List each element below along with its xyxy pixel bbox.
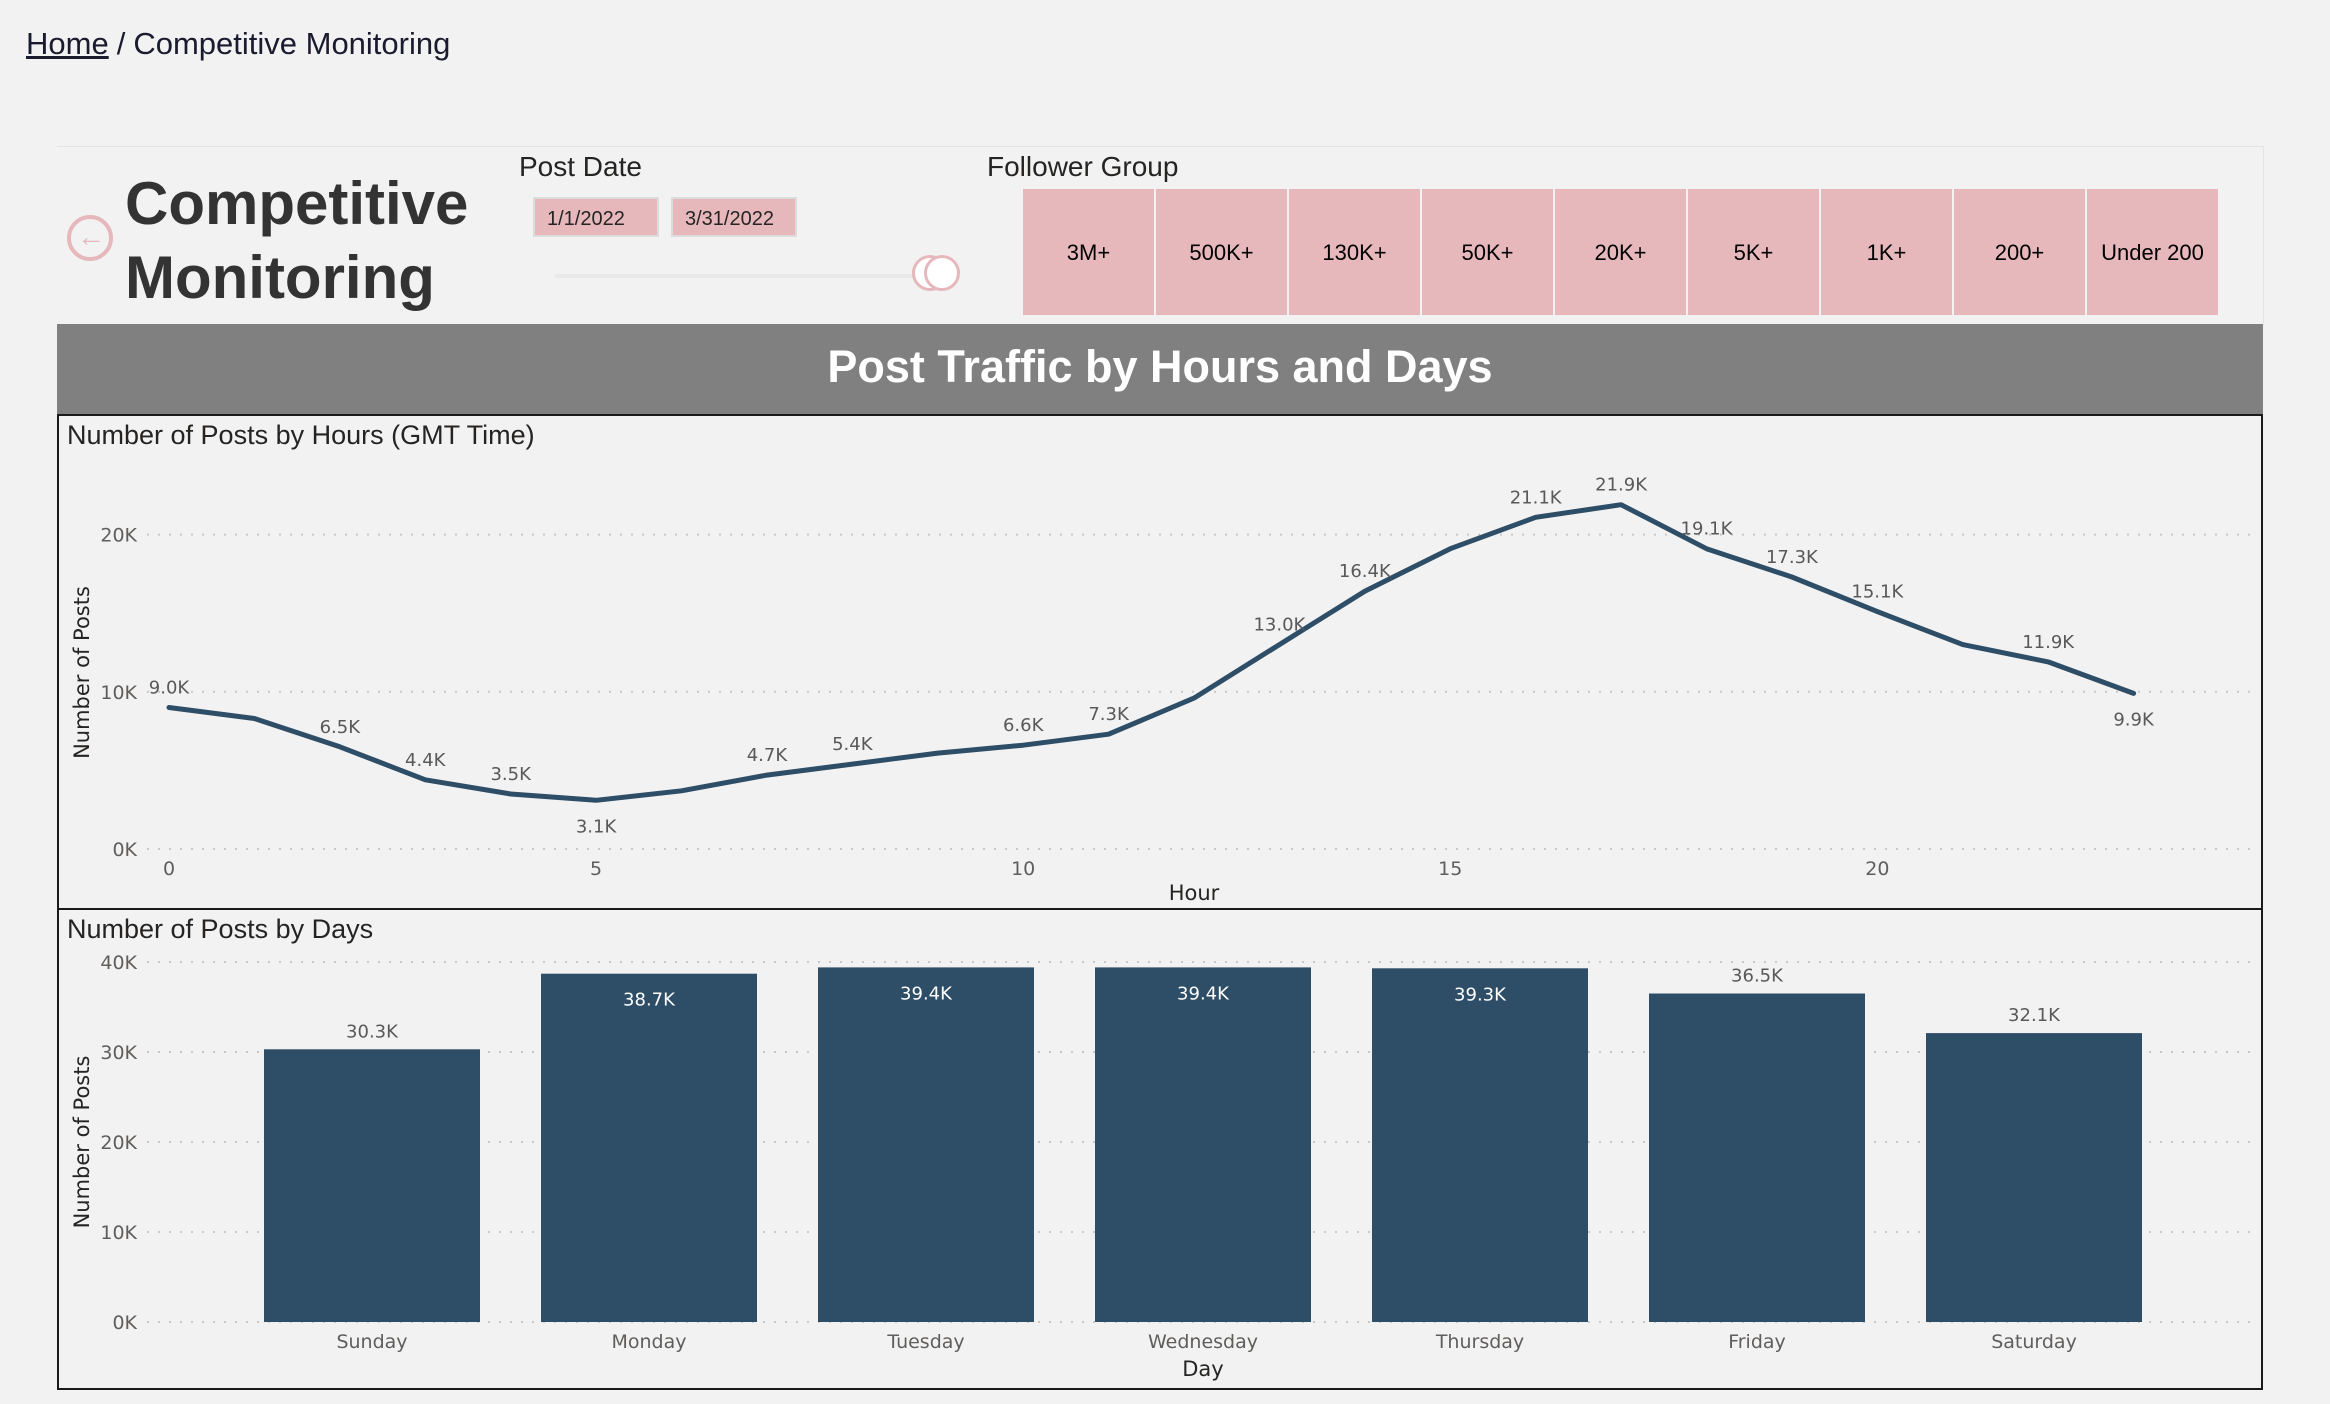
report-canvas: ← Competitive Monitoring Post Date 1/1/2…	[57, 146, 2264, 1390]
day-bar	[264, 1049, 480, 1322]
line-data-label: 16.4K	[1339, 561, 1392, 582]
x-tick-label: Sunday	[336, 1331, 407, 1353]
days-chart-title: Number of Posts by Days	[67, 914, 374, 944]
y-tick-label: 0K	[112, 839, 137, 861]
follower-group-slicer: 3M+ 500K+ 130K+ 50K+ 20K+ 5K+ 1K+ 200+ U…	[1023, 189, 2275, 315]
hours-chart-title: Number of Posts by Hours (GMT Time)	[67, 420, 535, 450]
x-tick-label: 15	[1438, 858, 1462, 880]
day-bar	[1649, 993, 1865, 1322]
x-tick-label: Saturday	[1991, 1331, 2077, 1353]
follower-chip-1k[interactable]: 1K+	[1821, 189, 1952, 315]
line-data-label: 3.1K	[576, 816, 618, 837]
posts-by-hour-line	[166, 502, 2137, 803]
breadcrumb: Home / Competitive Monitoring	[26, 26, 450, 62]
y-tick-label: 0K	[112, 1312, 137, 1334]
y-tick-label: 20K	[100, 1132, 137, 1154]
day-bar	[818, 967, 1034, 1322]
y-tick-label: 40K	[100, 952, 137, 974]
hours-line-chart-panel: 0K 10K 20K 0 5 10 15 20 9.0K 6.5K 4.4K 3.5K 3.1K 4.7K…	[57, 414, 2263, 910]
line-data-label: 19.1K	[1681, 519, 1734, 540]
day-bar	[1372, 968, 1588, 1322]
line-data-label: 9.0K	[149, 678, 191, 699]
follower-chip-20k[interactable]: 20K+	[1555, 189, 1686, 315]
x-tick-label: Thursday	[1435, 1331, 1524, 1353]
report-title-line1: Competitive	[125, 170, 469, 237]
days-bar-chart: 0K 10K 20K 30K 40K 30.3K Sunday 38.7K Monday 39.4…	[70, 952, 2259, 1381]
follower-chip-500k[interactable]: 500K+	[1156, 189, 1287, 315]
follower-chip-130k[interactable]: 130K+	[1289, 189, 1420, 315]
follower-chip-200[interactable]: 200+	[1954, 189, 2085, 315]
bar-data-label: 32.1K	[2008, 1005, 2061, 1026]
line-data-label: 11.9K	[2022, 632, 2075, 653]
back-button[interactable]: ←	[67, 215, 113, 261]
x-tick-label: Monday	[611, 1331, 686, 1353]
follower-chip-5k[interactable]: 5K+	[1688, 189, 1819, 315]
line-data-label: 21.9K	[1595, 475, 1648, 496]
bar-data-label: 39.3K	[1454, 984, 1507, 1005]
line-data-label: 13.0K	[1253, 615, 1306, 636]
line-data-label: 21.1K	[1510, 487, 1563, 508]
y-tick-label: 30K	[100, 1042, 137, 1064]
line-data-label: 6.6K	[1003, 715, 1045, 736]
line-data-label: 6.5K	[320, 717, 362, 738]
line-data-label: 7.3K	[1088, 704, 1130, 725]
breadcrumb-current: Competitive Monitoring	[133, 26, 451, 61]
breadcrumb-separator: /	[116, 26, 126, 61]
report-title: Competitive Monitoring	[125, 167, 555, 315]
post-date-start-input[interactable]: 1/1/2022	[533, 197, 659, 237]
line-data-label: 5.4K	[832, 734, 874, 755]
x-tick-label: 0	[163, 858, 175, 880]
report-header: ← Competitive Monitoring Post Date 1/1/2…	[57, 146, 2264, 325]
y-tick-label: 10K	[100, 682, 137, 704]
post-date-slider-end-handle[interactable]	[924, 255, 960, 291]
bar-data-label: 36.5K	[1731, 966, 1784, 987]
x-tick-label: Wednesday	[1148, 1331, 1258, 1353]
back-arrow-icon: ←	[77, 221, 105, 252]
post-date-slider-track[interactable]	[555, 274, 945, 278]
y-axis-title: Number of Posts	[70, 1056, 94, 1229]
line-data-label: 15.1K	[1851, 582, 1904, 603]
x-tick-label: 20	[1865, 858, 1889, 880]
follower-chip-under-200[interactable]: Under 200	[2087, 189, 2218, 315]
bar-data-label: 38.7K	[623, 990, 676, 1011]
bar-data-label: 39.4K	[1177, 983, 1230, 1004]
line-data-label: 17.3K	[1766, 547, 1819, 568]
days-bar-chart-panel: 0K 10K 20K 30K 40K 30.3K Sunday 38.7K Monday 39.4…	[57, 908, 2263, 1390]
x-axis-title: Hour	[1169, 881, 1220, 905]
section-banner: Post Traffic by Hours and Days	[57, 324, 2263, 416]
line-data-label: 4.4K	[405, 750, 447, 771]
y-axis-title: Number of Posts	[70, 586, 94, 759]
post-date-label: Post Date	[519, 151, 642, 182]
hours-line-chart: 0K 10K 20K 0 5 10 15 20 9.0K 6.5K 4.4K 3.5K 3.1K 4.7K…	[70, 475, 2259, 905]
x-tick-label: 10	[1011, 858, 1035, 880]
x-axis-title: Day	[1182, 1357, 1223, 1381]
line-data-label: 3.5K	[490, 764, 532, 785]
post-date-end-input[interactable]: 3/31/2022	[671, 197, 797, 237]
report-title-line2: Monitoring	[125, 244, 435, 311]
x-tick-label: Friday	[1728, 1331, 1786, 1353]
day-bar	[1926, 1033, 2142, 1322]
follower-group-label: Follower Group	[987, 151, 1179, 182]
line-data-label: 4.7K	[747, 745, 789, 766]
y-tick-label: 10K	[100, 1222, 137, 1244]
follower-chip-3m[interactable]: 3M+	[1023, 189, 1154, 315]
bar-data-label: 39.4K	[900, 983, 953, 1004]
follower-chip-50k[interactable]: 50K+	[1422, 189, 1553, 315]
day-bar	[1095, 967, 1311, 1322]
x-tick-label: 5	[590, 858, 602, 880]
y-tick-label: 20K	[100, 525, 137, 547]
bar-data-label: 30.3K	[346, 1021, 399, 1042]
line-data-label: 9.9K	[2113, 709, 2155, 730]
day-bar	[541, 973, 757, 1322]
breadcrumb-home-link[interactable]: Home	[26, 26, 109, 61]
x-tick-label: Tuesday	[886, 1331, 964, 1353]
